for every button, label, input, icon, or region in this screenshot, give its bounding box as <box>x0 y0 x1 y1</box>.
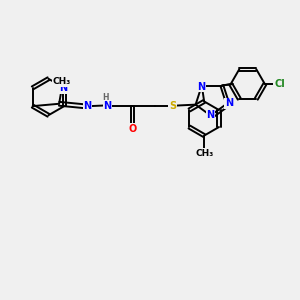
Text: O: O <box>128 124 136 134</box>
Text: S: S <box>169 100 176 110</box>
Text: Cl: Cl <box>274 79 285 89</box>
Text: N: N <box>83 101 92 111</box>
Text: N: N <box>197 82 205 92</box>
Text: H: H <box>103 93 109 102</box>
Text: N: N <box>207 110 215 120</box>
Text: N: N <box>225 98 233 109</box>
Text: CH₃: CH₃ <box>53 77 71 86</box>
Text: N: N <box>103 100 112 110</box>
Text: CH₃: CH₃ <box>195 149 213 158</box>
Text: N: N <box>60 83 68 93</box>
